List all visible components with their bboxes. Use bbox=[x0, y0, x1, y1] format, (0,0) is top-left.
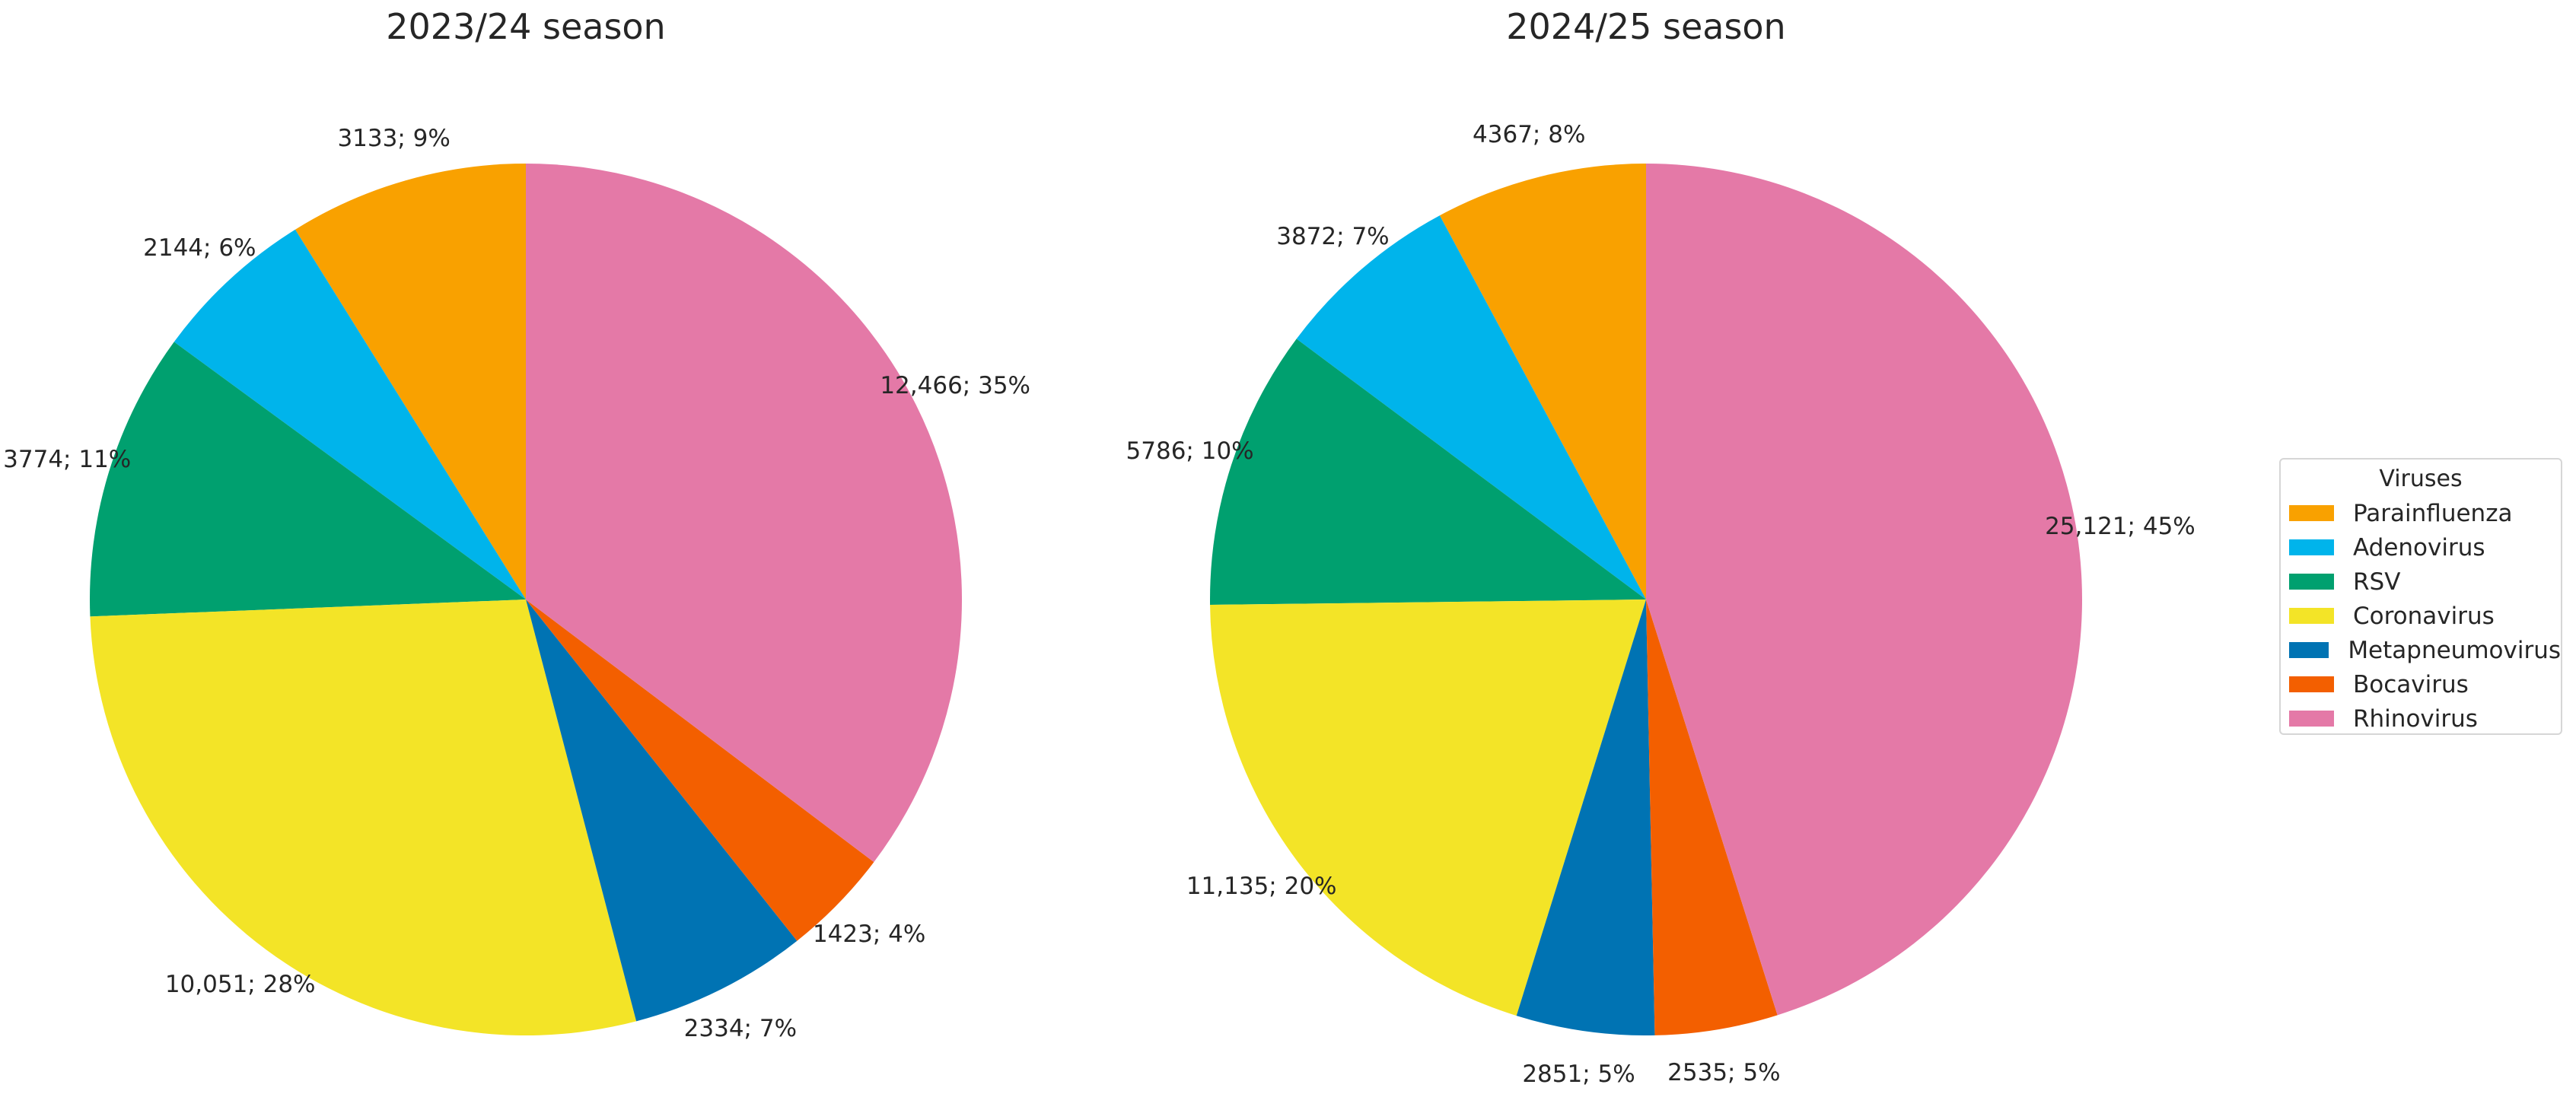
legend-item-rsv: RSV bbox=[2281, 564, 2561, 599]
slice-rhinovirus bbox=[526, 164, 962, 863]
slice-label-bocavirus: 1423; 4% bbox=[812, 921, 926, 949]
legend: Viruses Parainfluenza Adenovirus RSV Corona… bbox=[2279, 458, 2562, 735]
legend-label: Metapneumovirus bbox=[2348, 636, 2561, 664]
slice-adenovirus bbox=[174, 229, 526, 599]
slice-label-coronavirus: 11,135; 20% bbox=[1186, 872, 1337, 900]
slice-label-metapneumovirus: 2851; 5% bbox=[1522, 1061, 1635, 1089]
legend-item-metapneumovirus: Metapneumovirus bbox=[2281, 633, 2561, 667]
legend-label: Rhinovirus bbox=[2353, 704, 2478, 733]
legend-title: Viruses bbox=[2379, 466, 2463, 492]
chart-title-2024-25: 2024/25 season bbox=[1506, 6, 1786, 47]
legend-item-bocavirus: Bocavirus bbox=[2281, 667, 2561, 701]
slice-bocavirus bbox=[1646, 599, 1778, 1035]
pie-2023-24 bbox=[89, 164, 962, 1035]
legend-swatch bbox=[2289, 711, 2334, 727]
slice-label-rsv: 3774; 11% bbox=[3, 445, 132, 473]
legend-swatch bbox=[2289, 574, 2334, 590]
legend-swatch bbox=[2289, 676, 2334, 692]
pie-2024-25 bbox=[1210, 164, 2082, 1036]
slice-rhinovirus bbox=[1646, 164, 2082, 1016]
legend-item-coronavirus: Coronavirus bbox=[2281, 599, 2561, 633]
slice-coronavirus bbox=[90, 599, 637, 1035]
legend-item-parainfluenza: Parainfluenza bbox=[2281, 496, 2561, 530]
slice-metapneumovirus bbox=[1516, 599, 1655, 1036]
slice-label-metapneumovirus: 2334; 7% bbox=[683, 1014, 798, 1042]
slice-label-bocavirus: 2535; 5% bbox=[1667, 1058, 1781, 1086]
legend-label: Coronavirus bbox=[2353, 602, 2495, 630]
slice-label-rhinovirus: 12,466; 35% bbox=[880, 371, 1031, 399]
slice-label-rhinovirus: 25,121; 45% bbox=[2045, 512, 2195, 540]
slice-metapneumovirus bbox=[526, 599, 798, 1022]
slice-parainfluenza bbox=[1439, 164, 1646, 599]
legend-label: Bocavirus bbox=[2353, 670, 2469, 698]
legend-label: RSV bbox=[2353, 568, 2401, 596]
legend-item-adenovirus: Adenovirus bbox=[2281, 530, 2561, 564]
slice-coronavirus bbox=[1210, 599, 1646, 1016]
slice-label-coronavirus: 10,051; 28% bbox=[164, 971, 316, 999]
slice-bocavirus bbox=[526, 599, 874, 941]
slice-label-parainfluenza: 3133; 9% bbox=[337, 125, 451, 152]
chart-title-2023-24: 2023/24 season bbox=[386, 6, 666, 47]
legend-item-rhinovirus: Rhinovirus bbox=[2281, 701, 2561, 736]
slice-label-adenovirus: 3872; 7% bbox=[1276, 222, 1390, 250]
slice-label-parainfluenza: 4367; 8% bbox=[1473, 120, 1586, 148]
legend-label: Adenovirus bbox=[2353, 533, 2485, 561]
legend-swatch bbox=[2289, 608, 2334, 624]
legend-swatch bbox=[2289, 539, 2334, 555]
legend-swatch bbox=[2289, 505, 2334, 521]
slice-adenovirus bbox=[1296, 215, 1646, 599]
slice-parainfluenza bbox=[295, 164, 526, 599]
slice-label-rsv: 5786; 10% bbox=[1126, 437, 1254, 466]
slice-label-adenovirus: 2144; 6% bbox=[143, 234, 256, 262]
slice-rsv bbox=[1210, 339, 1646, 606]
legend-swatch bbox=[2289, 642, 2329, 658]
slice-rsv bbox=[89, 342, 526, 617]
legend-label: Parainfluenza bbox=[2353, 499, 2513, 527]
